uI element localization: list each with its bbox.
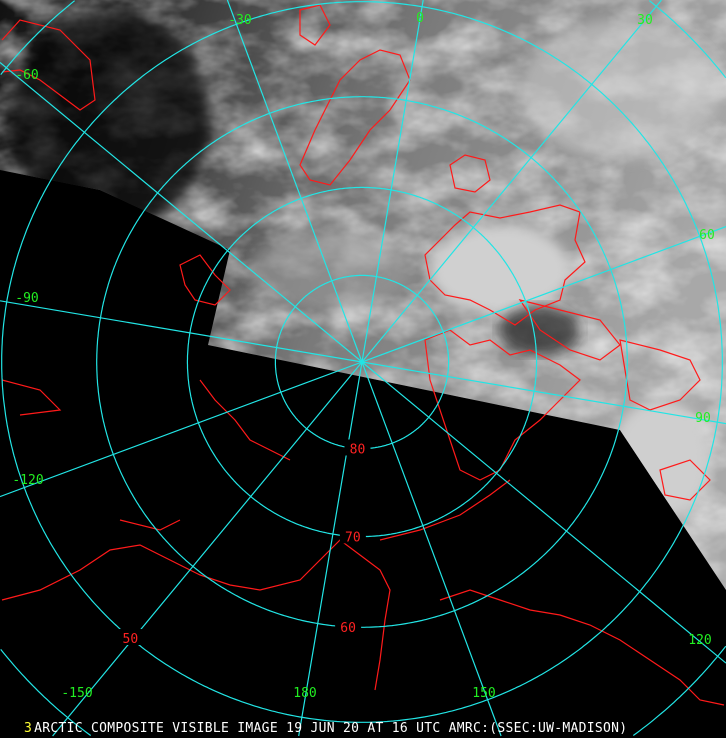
grid-labels: 80 70 60 50 0 30 60 90 120 150 180 -150 -120 -90 -60 -3… (12, 11, 714, 701)
latitude-label-bg (344, 439, 371, 456)
latitude-label-60: 60 (340, 621, 356, 636)
longitude-label: -90 (15, 291, 38, 306)
latitude-label-bg (339, 527, 366, 544)
longitude-label: -150 (61, 686, 92, 701)
latitude-label-80: 80 (350, 442, 366, 457)
latitude-label-bg (117, 629, 144, 646)
longitude-label: -120 (12, 473, 43, 488)
image-caption: 3 ARCTIC COMPOSITE VISIBLE IMAGE 19 JUN 2… (24, 721, 627, 736)
meridian-line (361, 0, 662, 363)
longitude-label: 30 (637, 13, 653, 28)
latitude-label-bg (335, 617, 362, 634)
meridian-line (361, 361, 726, 664)
meridian-line (52, 361, 363, 737)
coastline-europe-north (1, 19, 96, 111)
longitude-label: -30 (228, 13, 251, 28)
meridian-line (361, 0, 424, 363)
meridian-line (298, 361, 363, 737)
meridian-line (0, 62, 363, 363)
longitude-label: 180 (293, 686, 316, 701)
longitude-label: -60 (15, 68, 38, 83)
longitude-label: 120 (688, 633, 711, 648)
latitude-label-50: 50 (123, 632, 139, 647)
meridian-line (0, 300, 363, 363)
latitude-circle-50 (1, 1, 723, 723)
frame-number: 3 (24, 721, 33, 736)
meridian-line (0, 361, 363, 498)
coastline-siberia-west (179, 254, 291, 461)
coastline-siberia (1, 539, 391, 691)
latitude-circle-60 (96, 96, 628, 628)
coastline-alaska (439, 589, 725, 706)
coastline-iceland (449, 154, 491, 193)
meridian-line (226, 0, 363, 363)
longitude-label: 150 (472, 686, 495, 701)
meridian-line (361, 361, 726, 425)
coastline-scandinavia (299, 49, 411, 186)
longitude-label: 90 (695, 411, 711, 426)
latitude-label-70: 70 (345, 530, 361, 545)
caption-title: ARCTIC COMPOSITE VISIBLE IMAGE 19 JUN 20… (34, 721, 628, 736)
coastline-canada-north (379, 479, 511, 541)
longitude-label: 0 (416, 11, 424, 26)
meridian-line (361, 361, 502, 737)
coastline-canadian-archipelago (424, 299, 621, 481)
satellite-imagery (0, 0, 726, 590)
meridian-line (361, 226, 726, 363)
coastline-east-siberia (1, 379, 181, 531)
coastline-britain (299, 4, 331, 46)
longitude-label: 60 (699, 228, 715, 243)
coastline-hudson (619, 339, 711, 501)
